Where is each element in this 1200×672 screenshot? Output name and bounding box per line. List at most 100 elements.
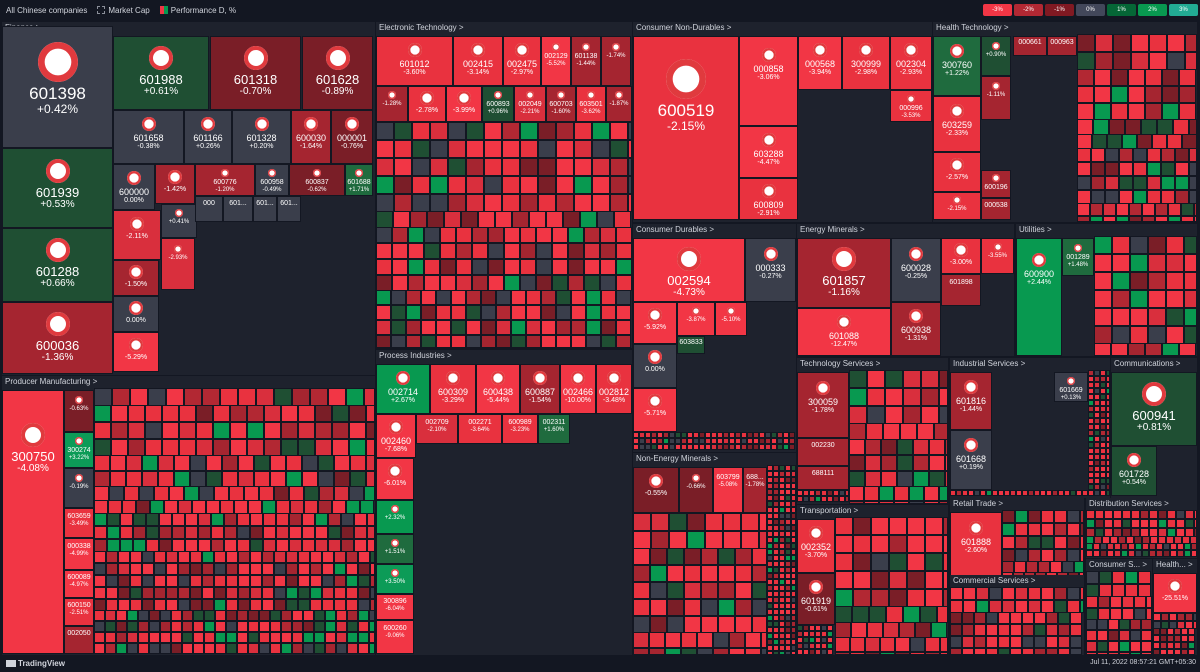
minor-stock-tile[interactable] bbox=[821, 496, 827, 502]
minor-stock-tile[interactable] bbox=[1015, 587, 1028, 600]
minor-stock-tile[interactable] bbox=[424, 259, 440, 275]
minor-stock-tile[interactable] bbox=[1131, 52, 1149, 70]
minor-stock-tile[interactable] bbox=[1054, 587, 1067, 600]
minor-stock-tile[interactable] bbox=[1106, 388, 1110, 394]
minor-stock-tile[interactable] bbox=[1166, 236, 1184, 254]
minor-stock-tile[interactable] bbox=[106, 575, 118, 587]
minor-stock-tile[interactable] bbox=[586, 305, 601, 320]
minor-stock-tile[interactable] bbox=[735, 599, 752, 616]
minor-stock-tile[interactable] bbox=[367, 526, 375, 539]
minor-stock-tile[interactable] bbox=[1119, 619, 1130, 630]
minor-stock-tile[interactable] bbox=[866, 423, 883, 440]
minor-stock-tile[interactable] bbox=[1109, 119, 1125, 135]
minor-stock-tile[interactable] bbox=[325, 643, 336, 654]
minor-stock-tile[interactable] bbox=[237, 643, 248, 654]
minor-stock-tile[interactable] bbox=[867, 388, 885, 406]
minor-stock-tile[interactable] bbox=[124, 486, 139, 501]
minor-stock-tile[interactable] bbox=[687, 513, 705, 531]
minor-stock-tile[interactable] bbox=[871, 535, 889, 553]
minor-stock-tile[interactable] bbox=[616, 335, 631, 348]
minor-stock-tile[interactable] bbox=[827, 496, 833, 502]
minor-stock-tile[interactable] bbox=[376, 290, 391, 305]
minor-stock-tile[interactable] bbox=[436, 290, 451, 305]
stock-tile[interactable]: 603833 bbox=[677, 336, 705, 354]
minor-stock-tile[interactable] bbox=[1080, 587, 1084, 600]
minor-stock-tile[interactable] bbox=[262, 575, 274, 587]
minor-stock-tile[interactable] bbox=[262, 587, 274, 599]
minor-stock-tile[interactable] bbox=[1098, 596, 1110, 608]
minor-stock-tile[interactable] bbox=[885, 388, 903, 406]
minor-stock-tile[interactable] bbox=[1106, 400, 1110, 406]
minor-stock-tile[interactable] bbox=[741, 438, 747, 444]
minor-stock-tile[interactable] bbox=[835, 622, 851, 638]
minor-stock-tile[interactable] bbox=[1148, 326, 1166, 344]
minor-stock-tile[interactable] bbox=[190, 471, 206, 487]
minor-stock-tile[interactable] bbox=[358, 563, 370, 575]
minor-stock-tile[interactable] bbox=[1137, 134, 1152, 149]
minor-stock-tile[interactable] bbox=[1086, 641, 1097, 652]
minor-stock-tile[interactable] bbox=[336, 632, 347, 643]
minor-stock-tile[interactable] bbox=[1161, 176, 1175, 190]
minor-stock-tile[interactable] bbox=[421, 290, 436, 305]
minor-stock-tile[interactable] bbox=[886, 606, 903, 623]
minor-stock-tile[interactable] bbox=[761, 632, 767, 648]
minor-stock-tile[interactable] bbox=[871, 571, 889, 589]
minor-stock-tile[interactable] bbox=[421, 305, 436, 320]
minor-stock-tile[interactable] bbox=[211, 526, 224, 539]
minor-stock-tile[interactable] bbox=[1106, 436, 1110, 442]
minor-stock-tile[interactable] bbox=[263, 513, 276, 526]
minor-stock-tile[interactable] bbox=[779, 633, 785, 639]
minor-stock-tile[interactable] bbox=[735, 444, 741, 450]
minor-stock-tile[interactable] bbox=[925, 553, 943, 571]
minor-stock-tile[interactable] bbox=[974, 624, 986, 636]
minor-stock-tile[interactable] bbox=[314, 632, 325, 643]
minor-stock-tile[interactable] bbox=[556, 140, 574, 158]
minor-stock-tile[interactable] bbox=[869, 606, 886, 623]
minor-stock-tile[interactable] bbox=[1189, 148, 1197, 162]
minor-stock-tile[interactable] bbox=[1119, 162, 1133, 176]
minor-stock-tile[interactable] bbox=[160, 621, 171, 632]
minor-stock-tile[interactable] bbox=[222, 471, 238, 487]
minor-stock-tile[interactable] bbox=[675, 444, 681, 450]
minor-stock-tile[interactable] bbox=[541, 305, 556, 320]
minor-stock-tile[interactable] bbox=[196, 439, 213, 456]
minor-stock-tile[interactable] bbox=[791, 513, 796, 519]
minor-stock-tile[interactable] bbox=[1170, 550, 1177, 557]
minor-stock-tile[interactable] bbox=[1041, 510, 1054, 523]
minor-stock-tile[interactable] bbox=[1054, 536, 1067, 549]
minor-stock-tile[interactable] bbox=[229, 486, 244, 501]
stock-tile[interactable]: 002709 -2.10% bbox=[416, 414, 458, 444]
minor-stock-tile[interactable] bbox=[281, 422, 298, 439]
minor-stock-tile[interactable] bbox=[803, 637, 809, 643]
minor-stock-tile[interactable] bbox=[568, 227, 584, 243]
minor-stock-tile[interactable] bbox=[1088, 394, 1094, 400]
minor-stock-tile[interactable] bbox=[1100, 484, 1106, 490]
minor-stock-tile[interactable] bbox=[105, 621, 116, 632]
minor-stock-tile[interactable] bbox=[94, 575, 106, 587]
minor-stock-tile[interactable] bbox=[1166, 326, 1184, 344]
minor-stock-tile[interactable] bbox=[529, 211, 546, 228]
minor-stock-tile[interactable] bbox=[705, 531, 723, 549]
minor-stock-tile[interactable] bbox=[894, 486, 909, 501]
minor-stock-tile[interactable] bbox=[1106, 430, 1110, 436]
minor-stock-tile[interactable] bbox=[907, 535, 925, 553]
minor-stock-tile[interactable] bbox=[360, 500, 374, 514]
minor-stock-tile[interactable] bbox=[939, 406, 948, 424]
minor-stock-tile[interactable] bbox=[451, 335, 466, 348]
minor-stock-tile[interactable] bbox=[865, 455, 881, 471]
minor-stock-tile[interactable] bbox=[791, 567, 796, 573]
minor-stock-tile[interactable] bbox=[651, 432, 657, 438]
minor-stock-tile[interactable] bbox=[785, 609, 791, 615]
minor-stock-tile[interactable] bbox=[1181, 635, 1188, 642]
stock-tile[interactable]: -5.92% bbox=[633, 302, 677, 344]
stock-tile[interactable]: 002460 -7.68% bbox=[376, 414, 416, 458]
minor-stock-tile[interactable] bbox=[779, 591, 785, 597]
minor-stock-tile[interactable] bbox=[1167, 134, 1182, 149]
minor-stock-tile[interactable] bbox=[1130, 272, 1148, 290]
minor-stock-tile[interactable] bbox=[238, 575, 250, 587]
minor-stock-tile[interactable] bbox=[962, 636, 974, 648]
minor-stock-tile[interactable] bbox=[1091, 148, 1105, 162]
minor-stock-tile[interactable] bbox=[254, 471, 270, 487]
minor-stock-tile[interactable] bbox=[322, 551, 334, 563]
stock-tile[interactable]: -1.74% bbox=[601, 36, 631, 86]
